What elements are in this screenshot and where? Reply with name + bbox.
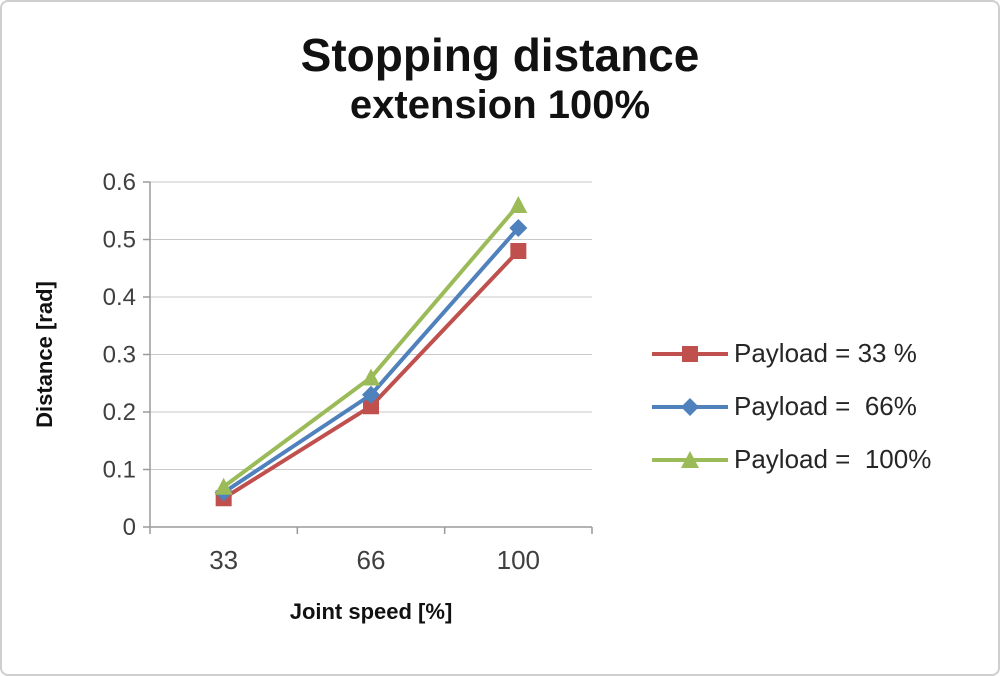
legend-item: Payload = 66% — [650, 391, 931, 422]
series-marker — [681, 397, 699, 416]
series-marker — [362, 385, 380, 404]
series-marker — [214, 477, 233, 495]
series-marker — [509, 219, 528, 237]
legend-item: Payload = 33 % — [650, 338, 931, 369]
series-marker — [363, 398, 379, 415]
y-tick-label: 0 — [123, 514, 136, 541]
chart-title: Stopping distance extension 100% — [2, 28, 998, 129]
series-marker — [509, 196, 528, 213]
y-tick-label: 0.6 — [103, 169, 136, 196]
chart-title-line2: extension 100% — [349, 83, 651, 128]
legend: Payload = 33 % Payload = 66% Payload = 100… — [650, 338, 931, 475]
series-line — [222, 203, 520, 489]
x-tick-label: 100 — [497, 545, 540, 575]
x-tick-label: 33 — [209, 545, 238, 575]
legend-marker — [652, 345, 728, 362]
series-marker — [510, 243, 527, 259]
x-tick-label: 66 — [357, 545, 386, 575]
legend-marker — [652, 450, 728, 468]
y-tick-label: 0.3 — [103, 342, 136, 369]
y-tick-label: 0.4 — [103, 284, 136, 311]
series-marker — [681, 450, 699, 468]
series-marker — [682, 345, 698, 362]
legend-label: Payload = 33 % — [734, 338, 917, 368]
y-tick-label: 0.2 — [103, 399, 136, 426]
series-marker — [362, 368, 380, 386]
plot-svg: 0 0.1 0.2 0.3 0.4 0.5 0.6 33 66 100 Distance [rad]… — [32, 169, 593, 624]
chart-title-line1: Stopping distance — [300, 29, 700, 81]
x-axis-title: Joint speed [%] — [290, 599, 453, 624]
y-tick-label: 0.5 — [103, 227, 136, 254]
legend-label: Payload = 100% — [734, 444, 932, 474]
legend-label: Payload = 66% — [734, 391, 917, 421]
y-axis-title: Distance [rad] — [32, 281, 57, 428]
legend-item: Payload = 100% — [650, 444, 931, 475]
y-tick-label: 0.1 — [103, 457, 136, 484]
legend-marker — [652, 397, 728, 416]
